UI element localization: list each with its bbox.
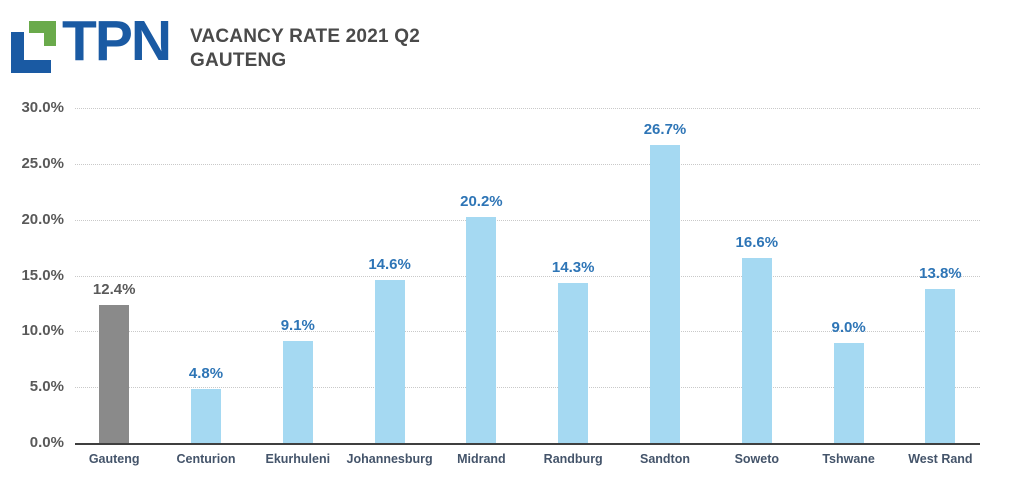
tpn-logo-text: TPN: [62, 9, 172, 73]
bar-value-label: 13.8%: [919, 264, 962, 282]
bar-randburg: [558, 283, 589, 443]
x-axis-category-label: Randburg: [543, 452, 603, 466]
y-axis-tick-label: 0.0%: [29, 434, 64, 451]
bar-ekurhuleni: [282, 341, 313, 443]
bar-value-label: 26.7%: [643, 120, 687, 138]
page-title-line2: GAUTENG: [190, 50, 287, 71]
bar-value-label: 12.4%: [92, 280, 136, 298]
tpn-logo-icon: [10, 18, 68, 76]
x-axis-category-label: West Rand: [908, 452, 973, 466]
y-axis-tick-label: 30.0%: [21, 99, 64, 116]
logo-bracket-blue-icon: [11, 32, 51, 73]
x-axis-category-label: Gauteng: [88, 452, 140, 466]
page-title-line1: VACANCY RATE 2021 Q2: [190, 26, 420, 47]
y-axis-tick-label: 15.0%: [21, 266, 64, 284]
gridline: [75, 219, 980, 221]
bar-value-label: 16.6%: [735, 233, 779, 251]
x-axis-category-label: Centurion: [176, 452, 236, 466]
y-axis-tick-label: 20.0%: [21, 210, 64, 228]
bar-tshwane: [833, 342, 864, 443]
y-axis-tick-label: 5.0%: [29, 378, 64, 396]
gridline: [75, 163, 980, 165]
x-axis-category-label: Tshwane: [822, 452, 875, 466]
gridline: [75, 108, 980, 109]
bar-sandton: [650, 144, 680, 443]
page-title: VACANCY RATE 2021 Q2 GAUTENG: [190, 25, 420, 73]
bar-value-label: 14.3%: [551, 259, 595, 277]
bar-value-label: 9.0%: [831, 318, 866, 336]
x-axis-category-label: Midrand: [457, 452, 506, 466]
bar-value-label: 4.8%: [188, 365, 224, 383]
y-axis-tick-label: 25.0%: [21, 154, 64, 172]
bar-west-rand: [925, 288, 956, 443]
x-axis-category-label: Sandton: [640, 452, 690, 466]
gridline: [75, 275, 980, 277]
bar-centurion: [191, 389, 221, 443]
bar-soweto: [741, 257, 772, 443]
gridline: [75, 331, 980, 333]
bar-value-label: 14.6%: [368, 255, 411, 273]
bar-value-label: 20.2%: [460, 193, 503, 211]
plot-area: 12.4% 4.8% 9.1% 14.6% 20.2% 14.3% 26.7% 16.6% 9.…: [75, 108, 980, 445]
gridline: [75, 387, 980, 389]
logo-bracket-green-icon: [29, 21, 56, 46]
y-axis-tick-label: 10.0%: [21, 322, 64, 340]
x-axis-category-label: Johannesburg: [346, 452, 433, 466]
x-axis-category-label: Soweto: [734, 452, 780, 466]
bar-value-label: 9.1%: [280, 317, 315, 335]
bar-johannesburg: [374, 279, 405, 443]
x-axis-category-label: Ekurhuleni: [265, 452, 331, 466]
bar-gauteng: [99, 304, 130, 443]
bar-midrand: [466, 217, 497, 443]
